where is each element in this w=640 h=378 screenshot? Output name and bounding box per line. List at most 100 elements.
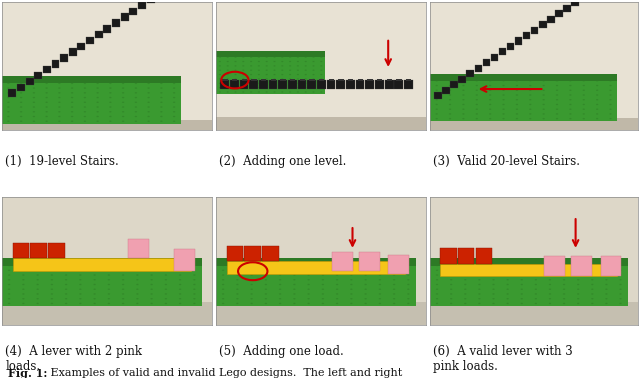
Circle shape (307, 293, 310, 295)
Circle shape (250, 265, 253, 266)
Circle shape (250, 91, 252, 93)
Circle shape (489, 90, 492, 91)
Circle shape (506, 298, 509, 299)
Circle shape (569, 118, 572, 119)
Circle shape (7, 83, 10, 84)
Circle shape (51, 279, 53, 280)
Circle shape (266, 87, 268, 88)
Circle shape (108, 298, 110, 299)
Circle shape (436, 80, 438, 82)
Circle shape (492, 303, 495, 304)
Circle shape (307, 284, 310, 285)
Circle shape (591, 293, 593, 295)
Circle shape (279, 270, 282, 271)
Circle shape (258, 65, 260, 67)
Circle shape (407, 274, 410, 276)
Circle shape (293, 298, 296, 299)
Text: Fig. 1:: Fig. 1: (8, 368, 47, 378)
Circle shape (563, 265, 565, 266)
Circle shape (242, 83, 244, 84)
Circle shape (569, 108, 572, 110)
Text: Examples of valid and invalid Lego designs.  The left and right: Examples of valid and invalid Lego desig… (47, 368, 402, 378)
Circle shape (350, 288, 353, 290)
Circle shape (582, 99, 585, 101)
Circle shape (8, 288, 10, 290)
Circle shape (556, 94, 558, 96)
Circle shape (289, 83, 291, 84)
Circle shape (529, 80, 531, 82)
Circle shape (58, 121, 61, 122)
Circle shape (605, 274, 607, 276)
Circle shape (506, 274, 509, 276)
Bar (375, 80, 384, 89)
Circle shape (179, 284, 181, 285)
Circle shape (234, 87, 237, 88)
Circle shape (297, 57, 299, 58)
Circle shape (289, 91, 291, 93)
Circle shape (476, 80, 478, 82)
Circle shape (8, 279, 10, 280)
Circle shape (591, 284, 593, 285)
Circle shape (620, 284, 621, 285)
Circle shape (320, 70, 323, 71)
Circle shape (7, 111, 10, 113)
Circle shape (33, 102, 35, 103)
Circle shape (71, 116, 74, 117)
Circle shape (160, 97, 163, 98)
Circle shape (297, 87, 299, 88)
Circle shape (36, 298, 39, 299)
Circle shape (492, 265, 495, 266)
Circle shape (236, 293, 239, 295)
Circle shape (582, 94, 585, 96)
Circle shape (620, 303, 621, 304)
Circle shape (234, 70, 237, 71)
Circle shape (379, 288, 381, 290)
Circle shape (84, 83, 86, 84)
Circle shape (449, 85, 451, 86)
Circle shape (464, 279, 467, 280)
Circle shape (122, 265, 124, 266)
Circle shape (591, 279, 593, 280)
Circle shape (289, 70, 291, 71)
Circle shape (65, 274, 67, 276)
Bar (128, 239, 149, 259)
Circle shape (492, 293, 495, 295)
Bar (288, 80, 297, 89)
Circle shape (164, 288, 167, 290)
Circle shape (543, 99, 545, 101)
Circle shape (136, 265, 138, 266)
Circle shape (289, 74, 291, 75)
Circle shape (350, 293, 353, 295)
Bar (2, 302, 212, 325)
Circle shape (609, 104, 612, 105)
Circle shape (164, 274, 167, 276)
Bar (216, 302, 426, 325)
Circle shape (462, 108, 465, 110)
Text: (1)  19-level Stairs.: (1) 19-level Stairs. (5, 155, 119, 168)
Circle shape (45, 92, 48, 93)
Bar (104, 25, 111, 33)
Circle shape (379, 303, 381, 304)
Circle shape (58, 92, 61, 93)
Circle shape (122, 87, 124, 89)
Circle shape (569, 113, 572, 115)
Circle shape (322, 274, 324, 276)
Bar (406, 79, 412, 81)
Circle shape (450, 279, 452, 280)
Circle shape (549, 288, 551, 290)
Circle shape (136, 274, 138, 276)
Circle shape (516, 108, 518, 110)
Circle shape (20, 83, 22, 84)
Circle shape (289, 65, 291, 67)
Circle shape (478, 284, 481, 285)
Bar (434, 92, 442, 99)
Circle shape (534, 270, 537, 271)
Circle shape (620, 274, 621, 276)
Circle shape (336, 265, 339, 266)
Circle shape (478, 293, 481, 295)
Circle shape (51, 298, 53, 299)
Circle shape (464, 284, 467, 285)
Bar (317, 80, 326, 89)
Circle shape (173, 83, 175, 84)
Circle shape (529, 108, 531, 110)
